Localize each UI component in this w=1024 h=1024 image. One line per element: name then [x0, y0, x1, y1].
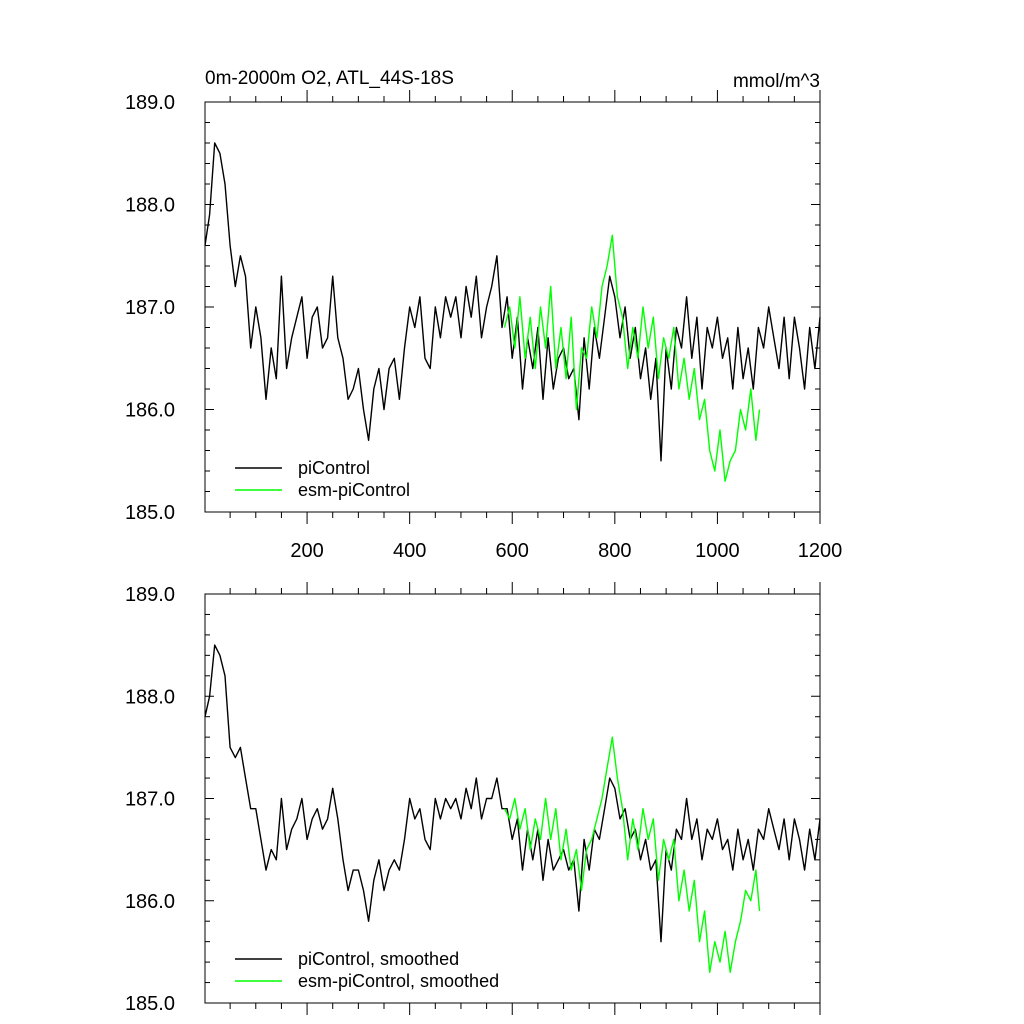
top-ytick-label: 187.0	[125, 297, 175, 319]
bottom-ytick-label: 188.0	[125, 686, 175, 708]
bottom-legend-label-0: piControl, smoothed	[298, 949, 459, 969]
bottom-panel: 185.0 186.0 187.0 188.0 189.0 piControl, smoo…	[125, 582, 821, 1015]
bottom-ytick-label: 186.0	[125, 891, 175, 913]
bottom-legend-label-1: esm-piControl, smoothed	[298, 971, 499, 991]
bottom-ytick-label: 187.0	[125, 789, 175, 811]
bottom-ytick-label: 185.0	[125, 993, 175, 1015]
top-series-line-1	[503, 234, 761, 482]
top-xtick-label: 1000	[695, 540, 740, 562]
top-legend-label-0: piControl	[298, 458, 370, 478]
bottom-ytick-label: 189.0	[125, 584, 175, 606]
top-ytick-label: 188.0	[125, 195, 175, 217]
bottom-series-line-1	[503, 736, 761, 973]
top-series-line-0	[204, 142, 821, 462]
figure-units-label: mmol/m^3	[733, 71, 820, 92]
top-xtick-label: 600	[496, 540, 529, 562]
figure-title-left: 0m-2000m O2, ATL_44S-18S	[205, 68, 454, 89]
top-panel: 185.0 186.0 187.0 188.0 189.0 200 400 600 800 100…	[125, 90, 842, 562]
top-ytick-label: 189.0	[125, 92, 175, 114]
bottom-series-line-0	[204, 644, 821, 943]
top-xtick-label: 400	[393, 540, 426, 562]
top-xtick-label: 1200	[798, 540, 843, 562]
top-legend-label-1: esm-piControl	[298, 480, 410, 500]
top-ytick-label: 186.0	[125, 400, 175, 422]
top-plot-frame	[204, 101, 821, 513]
top-xtick-label: 800	[598, 540, 631, 562]
top-ytick-label: 185.0	[125, 502, 175, 524]
top-xtick-label: 200	[290, 540, 323, 562]
bottom-plot-frame	[204, 593, 821, 1004]
